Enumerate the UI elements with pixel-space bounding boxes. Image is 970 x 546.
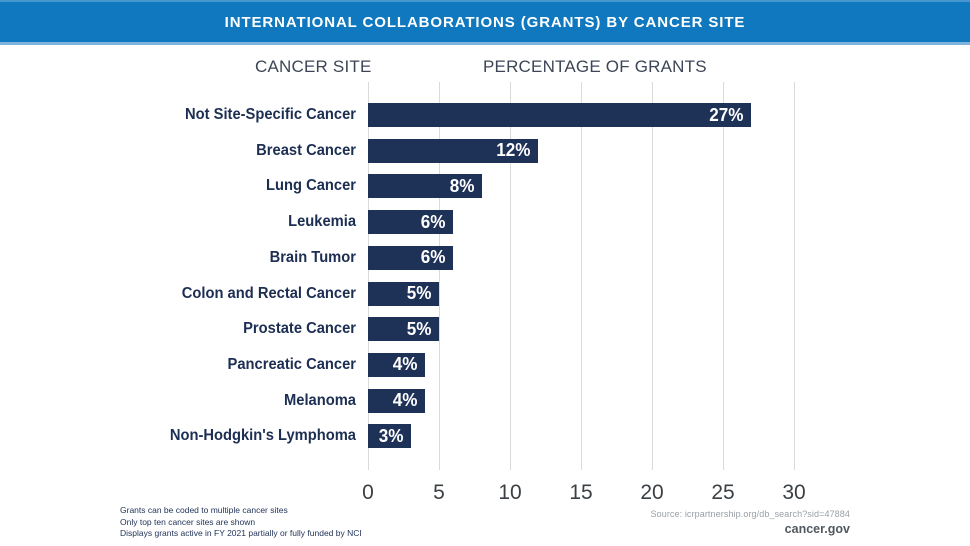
bar-value-label: 6% (420, 247, 446, 268)
source-text: Source: icrpartnership.org/db_search?sid… (650, 509, 850, 519)
bar: 6% (368, 245, 454, 270)
gridline (368, 82, 369, 470)
footnote-line: Only top ten cancer sites are shown (120, 516, 256, 527)
category-label: Breast Cancer (256, 141, 356, 159)
category-label: Colon and Rectal Cancer (181, 284, 356, 302)
footnote-line: Grants can be coded to multiple cancer s… (120, 505, 288, 515)
category-label: Non-Hodgkin's Lymphoma (169, 427, 356, 445)
gridline (794, 82, 795, 470)
footnote-line: Displays grants active in FY 2021 partia… (120, 528, 362, 538)
x-tick-label: 20 (640, 481, 664, 504)
column-header-percentage-of-grants: PERCENTAGE OF GRANTS (483, 57, 707, 76)
bar-value-label: 5% (406, 318, 432, 339)
cancer-gov-brand: cancer.gov (784, 522, 850, 536)
category-label: Prostate Cancer (243, 320, 356, 338)
x-axis: 0 5 10 15 20 25 30 (362, 481, 806, 507)
category-label: Leukemia (288, 213, 356, 231)
gridline (652, 82, 653, 470)
x-tick-label: 15 (569, 481, 593, 504)
bar-value-label: 4% (392, 354, 418, 375)
source-block: Source: icrpartnership.org/db_search?sid… (450, 509, 850, 536)
bar-value-label: 12% (496, 140, 531, 161)
bar-value-label: 27% (709, 104, 744, 125)
bar: 8% (368, 174, 482, 199)
plot-area: 27% 12% 8% 6% 6% 5% 5% 4% 4% 3% (368, 82, 795, 470)
x-tick-label: 30 (782, 481, 806, 504)
bar-value-label: 5% (406, 283, 432, 303)
category-label: Melanoma (284, 391, 356, 409)
x-tick-label: 25 (711, 481, 735, 504)
bar-value-label: 8% (449, 175, 474, 196)
gridline (439, 82, 440, 470)
gridline (723, 82, 724, 470)
footnotes: Grants can be coded to multiple cancer s… (120, 505, 362, 540)
bar-value-label: 3% (378, 425, 403, 446)
x-tick-label: 10 (498, 481, 522, 504)
column-header-cancer-site: CANCER SITE (255, 57, 372, 76)
gridline (510, 82, 511, 470)
bar: 27% (368, 103, 752, 127)
category-label: Lung Cancer (266, 177, 356, 195)
bar: 12% (368, 138, 539, 163)
header-banner: INTERNATIONAL COLLABORATIONS (GRANTS) BY… (0, 0, 970, 45)
gridline (581, 82, 582, 470)
category-label: Not Site-Specific Cancer (185, 106, 356, 123)
category-label: Pancreatic Cancer (227, 355, 356, 373)
category-labels: Not Site-Specific Cancer Breast Cancer Lun… (0, 82, 356, 470)
bar: 4% (368, 388, 425, 413)
page-title: INTERNATIONAL COLLABORATIONS (GRANTS) BY… (224, 14, 746, 31)
bar: 5% (368, 281, 439, 306)
x-tick-label: 0 (362, 481, 374, 504)
category-label: Brain Tumor (269, 248, 356, 266)
x-tick-label: 5 (433, 481, 445, 504)
bar: 5% (368, 317, 439, 342)
bar-value-label: 4% (392, 390, 418, 411)
bar: 3% (368, 424, 411, 449)
bar: 6% (368, 210, 454, 235)
bar: 4% (368, 352, 425, 377)
bar-value-label: 6% (420, 211, 446, 232)
